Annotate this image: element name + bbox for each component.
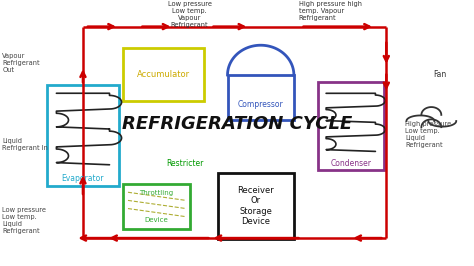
Text: Compressor: Compressor	[238, 99, 283, 109]
Text: Device: Device	[145, 217, 168, 223]
Text: High pressure high
temp. Vapour
Refrigerant: High pressure high temp. Vapour Refriger…	[299, 1, 362, 21]
Text: Restricter: Restricter	[166, 159, 203, 168]
Bar	[47, 85, 118, 186]
Text: Low pressure
Low temp.
Liquid
Refrigerant: Low pressure Low temp. Liquid Refrigeran…	[2, 207, 46, 235]
Text: Vapour
Refrigerant
Out: Vapour Refrigerant Out	[2, 53, 40, 73]
Text: Fan: Fan	[434, 70, 447, 79]
Text: Liquid
Refrigerant In: Liquid Refrigerant In	[2, 138, 48, 151]
Text: Receiver
Or
Storage
Device: Receiver Or Storage Device	[237, 186, 274, 226]
Text: Accumulator: Accumulator	[137, 70, 190, 79]
Text: Condenser: Condenser	[330, 159, 371, 168]
Bar	[123, 184, 190, 229]
Text: REFRIGERATION CYCLE: REFRIGERATION CYCLE	[122, 115, 352, 133]
Bar	[318, 82, 384, 170]
Text: High pressure
Low temp.
Liquid
Refrigerant: High pressure Low temp. Liquid Refrigera…	[405, 121, 452, 148]
Bar	[228, 75, 294, 120]
Bar	[218, 173, 294, 239]
Text: Low pressure
Low temp.
Vapour
Refrigerant: Low pressure Low temp. Vapour Refrigeran…	[168, 1, 211, 28]
Bar	[123, 48, 204, 101]
Text: Throttling: Throttling	[139, 190, 173, 197]
Text: Evaporator: Evaporator	[62, 174, 104, 183]
